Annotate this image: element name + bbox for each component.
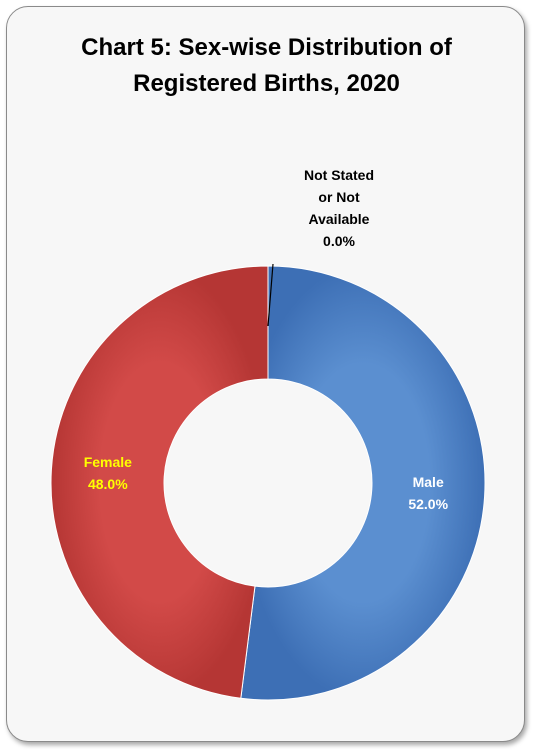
data-label-female: Female 48.0% xyxy=(84,454,132,492)
slice-female xyxy=(50,265,269,699)
data-label-not-stated-or-not-available: Not Stated or Not Available 0.0% xyxy=(304,167,374,249)
leader-line-not-stated xyxy=(267,263,274,327)
slice-male xyxy=(240,265,486,701)
data-label-male: Male 52.0% xyxy=(408,474,448,512)
chart-title: Chart 5: Sex-wise Distribution of Regist… xyxy=(81,34,452,97)
